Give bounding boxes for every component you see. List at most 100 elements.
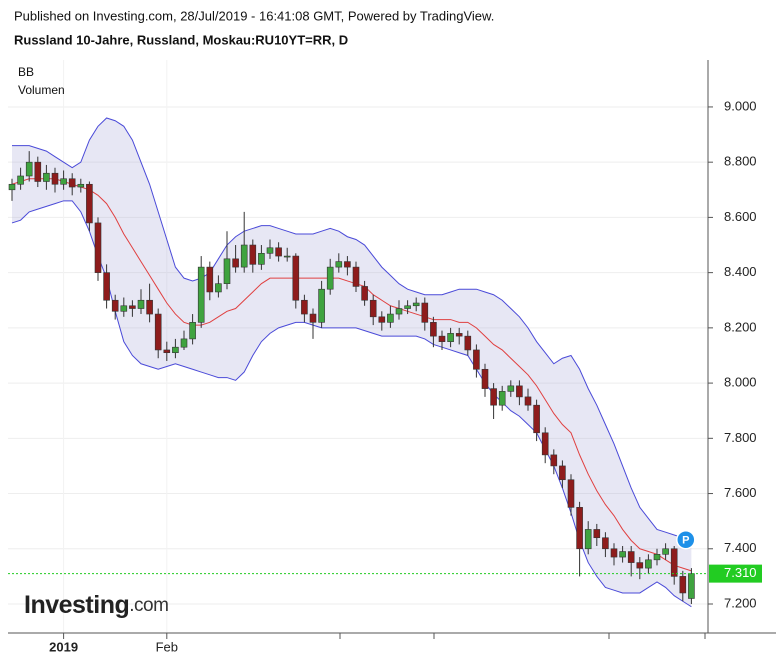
last-price-label: 7.310 <box>724 565 757 580</box>
plot-area <box>8 60 708 633</box>
candle-body <box>378 316 386 323</box>
candle-body <box>404 305 411 309</box>
candle-body <box>172 346 179 354</box>
indicator-label: BB <box>18 65 34 79</box>
candle-body <box>154 313 162 351</box>
candle-body <box>266 247 274 254</box>
candle-body <box>455 333 463 337</box>
logo-suffix: .com <box>129 595 168 616</box>
candle-body <box>94 222 102 273</box>
candle-body <box>197 266 205 323</box>
candle-body <box>111 299 119 312</box>
candle-body <box>447 333 454 342</box>
candle-body <box>215 283 222 293</box>
y-tick-label: 7.200 <box>724 595 757 610</box>
candle-body <box>8 183 16 191</box>
candle-body <box>688 573 695 599</box>
candle-body <box>129 305 136 309</box>
y-tick-label: 7.800 <box>724 430 757 445</box>
candle-body <box>335 261 343 268</box>
candle-body <box>584 529 592 550</box>
candle-body <box>318 288 325 323</box>
candle-body <box>232 258 239 268</box>
candle-body <box>490 388 497 406</box>
candle-body <box>550 454 558 467</box>
candle-body <box>34 161 42 182</box>
candle-body <box>464 335 472 351</box>
candle-body <box>120 305 128 312</box>
y-tick-label: 9.000 <box>724 98 757 113</box>
candle-body <box>421 302 429 323</box>
candle-body <box>369 299 377 318</box>
candle-body <box>670 548 678 577</box>
candle-body <box>77 183 85 188</box>
band-fill <box>12 117 692 607</box>
candle-body <box>146 299 153 315</box>
y-tick-label: 8.000 <box>724 375 757 390</box>
candle-body <box>387 313 394 323</box>
candle-body <box>249 244 257 265</box>
candle-body <box>240 244 248 268</box>
candle-body <box>412 302 420 307</box>
indicator-label: Volumen <box>18 83 65 97</box>
y-tick-label: 8.600 <box>724 209 757 224</box>
candle-body <box>662 548 669 555</box>
candle-body <box>25 161 33 177</box>
candle-body <box>60 178 67 185</box>
candle-body <box>524 396 532 406</box>
candle-body <box>507 385 515 392</box>
candle-body <box>17 175 24 185</box>
candle-body <box>283 255 291 258</box>
candle-body <box>103 272 110 301</box>
candle-body <box>137 299 145 309</box>
chart-title: Russland 10-Jahre, Russland, Moskau:RU10… <box>14 32 348 47</box>
y-tick-label: 8.200 <box>724 319 757 334</box>
candle-body <box>602 537 609 550</box>
last-price-box <box>709 564 762 583</box>
x-tick-label: Feb <box>156 639 178 654</box>
candle-body <box>619 551 626 558</box>
candle-body <box>438 335 446 342</box>
candle-body <box>86 183 93 224</box>
candle-body <box>292 255 300 301</box>
x-tick-label: 2019 <box>49 639 78 654</box>
candle-body <box>258 253 265 265</box>
candle-body <box>395 308 403 315</box>
candle-body <box>223 258 231 284</box>
candle-body <box>326 266 334 290</box>
candle-body <box>68 178 76 188</box>
logo: Investing.com <box>24 591 168 619</box>
candle-body <box>473 349 480 370</box>
y-tick-label: 7.600 <box>724 485 757 500</box>
candle-body <box>636 562 644 569</box>
candle-body <box>516 385 523 398</box>
candle-body <box>275 247 282 257</box>
source: Published on Investing.com, 28/Jul/2019 … <box>14 8 494 23</box>
candle-body <box>576 507 583 550</box>
y-tick-label: 7.400 <box>724 540 757 555</box>
candle-body <box>206 266 214 293</box>
candle-body <box>653 553 661 561</box>
candle-body <box>301 299 308 315</box>
candle-body <box>610 548 618 558</box>
y-tick-label: 8.800 <box>724 154 757 169</box>
candle-body <box>309 313 317 323</box>
candle-body <box>679 576 687 594</box>
candle-body <box>51 172 59 185</box>
candle-body <box>559 465 566 481</box>
candle-body <box>189 322 196 340</box>
candle-body <box>163 349 171 354</box>
logo-name: Investing <box>24 591 129 619</box>
candle-body <box>541 432 549 456</box>
candle-body <box>481 368 489 389</box>
y-tick-label: 8.400 <box>724 264 757 279</box>
candle-body <box>593 529 601 539</box>
candle-body <box>43 172 50 182</box>
candle-body <box>352 266 360 287</box>
candle-body <box>361 286 368 301</box>
candle-body <box>344 261 351 268</box>
marker-label: P <box>682 535 689 547</box>
marker <box>676 529 696 550</box>
candle-body <box>180 338 188 348</box>
